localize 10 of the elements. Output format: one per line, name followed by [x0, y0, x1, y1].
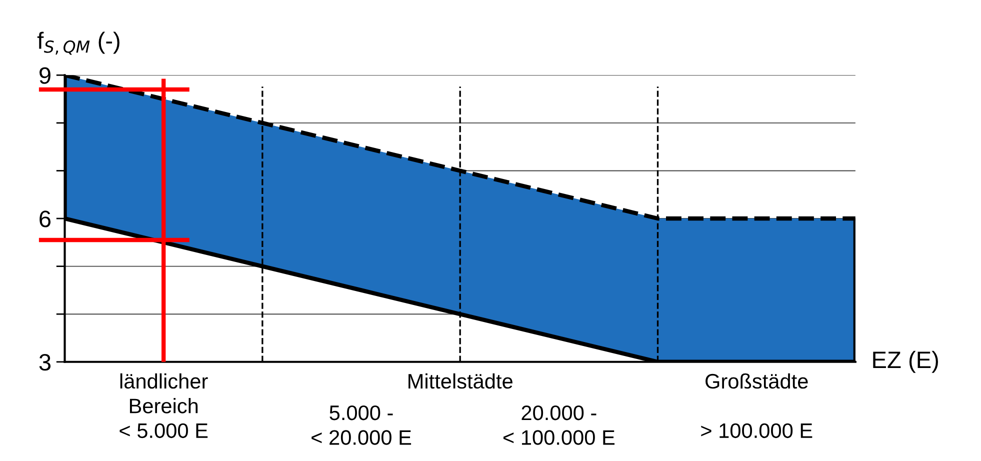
y-tick-label: 6 [40, 210, 51, 228]
x-tick-label: ländlicher Bereich < 5.000 E [120, 373, 208, 438]
x-tick-label: Mittelstädte [408, 373, 512, 389]
x-tick-label: 5.000 - < 20.000 E [312, 405, 412, 445]
y-tick-label: 9 [40, 67, 50, 84]
y-tick-label: 3 [39, 354, 51, 371]
x-tick-label: 20.000 - < 100.000 E [503, 405, 615, 445]
category-label: Großstädte > 100.000 E [701, 373, 812, 438]
y-axis-title: f$_{S,QM}$ (-) [37, 32, 120, 55]
x-axis-title: EZ (E) [873, 350, 938, 373]
